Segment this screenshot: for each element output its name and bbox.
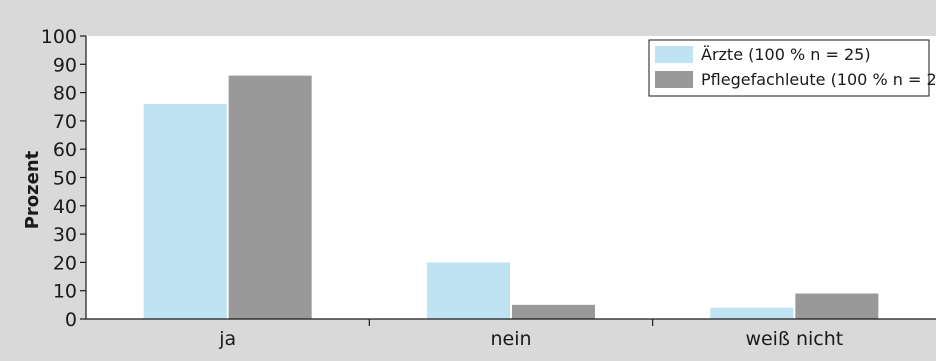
- legend-label: Ärzte (100 % n = 25): [701, 45, 871, 64]
- y-tick-label: 70: [53, 111, 77, 133]
- y-tick-label: 20: [53, 252, 77, 274]
- y-tick-label: 10: [53, 281, 77, 303]
- bar-pflegefachleute: [512, 304, 595, 319]
- bars-group: [143, 75, 879, 320]
- y-tick-label: 100: [41, 26, 77, 48]
- y-axis-title: Prozent: [22, 150, 43, 229]
- y-tick-label: 60: [53, 139, 77, 161]
- x-tick-label: ja: [218, 328, 236, 350]
- bar-pflegefachleute: [795, 293, 879, 319]
- y-tick-label: 50: [53, 168, 77, 190]
- y-tick-label: 80: [53, 83, 77, 105]
- legend-label: Pflegefachleute (100 % n = 22): [701, 70, 936, 89]
- bar-aerzte: [427, 262, 510, 319]
- legend-box: [648, 39, 930, 97]
- axes-group: 0 10 20 30 40 50 60 70 80 90 100 ja nein weiß nicht: [41, 26, 936, 350]
- bar-pflegefachleute: [228, 75, 312, 320]
- legend-swatch: [655, 46, 693, 63]
- legend-swatch: [655, 71, 693, 88]
- y-tick-label: 40: [53, 196, 77, 218]
- y-tick-label: 0: [65, 309, 77, 331]
- x-tick-label: nein: [490, 328, 531, 350]
- bar-aerzte: [710, 307, 794, 319]
- x-tick-label: weiß nicht: [745, 328, 843, 350]
- bar-aerzte: [143, 103, 227, 319]
- y-tick-label: 30: [53, 224, 77, 246]
- y-tick-label: 90: [53, 54, 77, 76]
- legend: Ärzte (100 % n = 25) Pflegefachleute (100…: [648, 39, 936, 97]
